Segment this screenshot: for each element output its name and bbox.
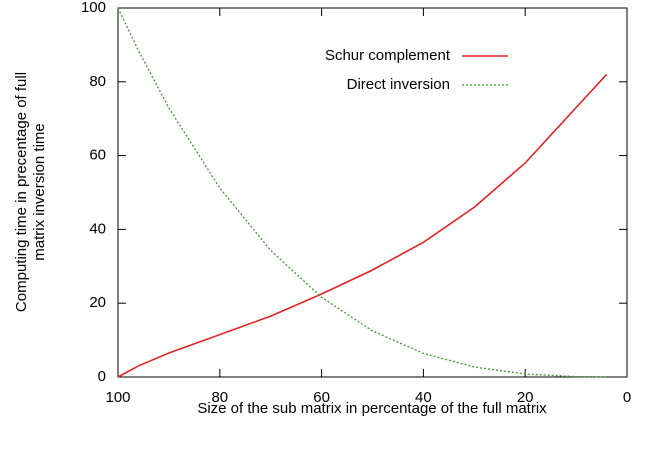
x-tick-label: 20 — [517, 389, 534, 406]
x-axis-label: Size of the sub matrix in percentage of … — [197, 400, 547, 417]
y-tick-label: 20 — [89, 294, 106, 311]
legend-label: Schur complement — [325, 47, 451, 64]
x-tick-label: 0 — [623, 389, 631, 406]
x-tick-label: 100 — [105, 389, 130, 406]
y-tick-label: 0 — [98, 368, 106, 385]
y-tick-label: 80 — [89, 73, 106, 90]
y-tick-label: 60 — [89, 147, 106, 164]
y-axis-label: matrix inversion time — [31, 123, 48, 261]
plot-frame — [117, 7, 628, 378]
legend-label: Direct inversion — [347, 76, 450, 93]
series-line — [117, 73, 608, 378]
y-tick-label: 100 — [81, 0, 106, 16]
x-tick-label: 60 — [313, 389, 330, 406]
y-axis-label: Computing time in precentage of full — [13, 72, 30, 312]
x-tick-label: 40 — [415, 389, 432, 406]
y-tick-label: 40 — [89, 220, 106, 237]
x-tick-label: 80 — [211, 389, 228, 406]
series-line — [117, 7, 607, 378]
